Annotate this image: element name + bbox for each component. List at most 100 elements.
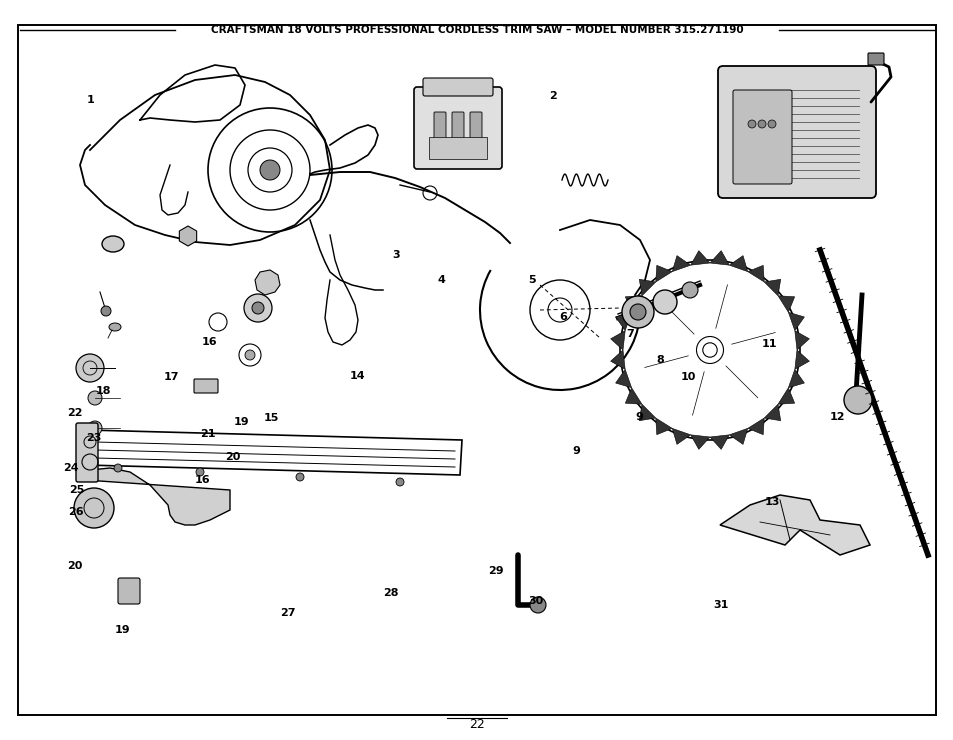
Text: 26: 26 <box>69 507 84 517</box>
Polygon shape <box>85 468 230 525</box>
Circle shape <box>88 421 102 435</box>
FancyBboxPatch shape <box>193 379 218 393</box>
Circle shape <box>681 282 698 298</box>
Text: 4: 4 <box>437 275 445 285</box>
Text: 3: 3 <box>392 250 399 260</box>
Text: 22: 22 <box>469 719 484 732</box>
Polygon shape <box>672 428 690 445</box>
Text: 20: 20 <box>67 561 82 571</box>
Text: 31: 31 <box>713 600 728 610</box>
Polygon shape <box>763 279 780 296</box>
Polygon shape <box>615 312 631 331</box>
Polygon shape <box>655 266 672 282</box>
Text: 9: 9 <box>635 411 642 422</box>
Polygon shape <box>747 418 763 434</box>
Circle shape <box>260 160 280 180</box>
Text: 1: 1 <box>87 95 94 105</box>
Circle shape <box>252 302 264 314</box>
Polygon shape <box>763 404 780 421</box>
FancyBboxPatch shape <box>732 90 791 184</box>
Text: 19: 19 <box>114 625 130 636</box>
Ellipse shape <box>102 236 124 252</box>
Circle shape <box>652 290 677 314</box>
Circle shape <box>113 464 122 472</box>
Circle shape <box>195 468 204 476</box>
Text: 5: 5 <box>528 275 536 285</box>
FancyBboxPatch shape <box>718 66 875 198</box>
Polygon shape <box>639 279 655 296</box>
Text: 21: 21 <box>200 429 215 440</box>
Text: 2: 2 <box>549 91 557 101</box>
Circle shape <box>767 120 775 128</box>
Text: 6: 6 <box>558 312 566 322</box>
Polygon shape <box>787 369 803 388</box>
Circle shape <box>88 391 102 405</box>
Text: 15: 15 <box>263 413 278 423</box>
Circle shape <box>621 296 654 328</box>
Polygon shape <box>615 369 631 388</box>
Text: 11: 11 <box>761 339 777 349</box>
Circle shape <box>758 120 765 128</box>
Circle shape <box>74 488 113 528</box>
Text: 28: 28 <box>383 588 398 599</box>
Ellipse shape <box>109 323 121 331</box>
Polygon shape <box>720 495 869 555</box>
Text: 23: 23 <box>86 433 101 443</box>
Polygon shape <box>709 435 729 449</box>
Circle shape <box>530 597 545 613</box>
FancyBboxPatch shape <box>76 423 98 482</box>
FancyBboxPatch shape <box>429 137 486 159</box>
Text: 7: 7 <box>625 329 633 340</box>
Text: 12: 12 <box>829 411 844 422</box>
Text: 19: 19 <box>233 417 249 427</box>
Circle shape <box>702 343 717 357</box>
Circle shape <box>629 304 645 320</box>
FancyBboxPatch shape <box>452 112 463 149</box>
Polygon shape <box>690 251 709 265</box>
FancyBboxPatch shape <box>422 78 493 96</box>
Text: 16: 16 <box>202 337 217 347</box>
Polygon shape <box>690 435 709 449</box>
Polygon shape <box>729 255 747 272</box>
Text: 29: 29 <box>488 566 503 576</box>
Text: 16: 16 <box>194 474 210 485</box>
Polygon shape <box>624 388 641 404</box>
Text: 25: 25 <box>69 485 84 495</box>
Circle shape <box>295 473 304 481</box>
Circle shape <box>245 350 254 360</box>
Polygon shape <box>778 388 794 404</box>
FancyBboxPatch shape <box>470 112 481 149</box>
Text: 8: 8 <box>656 355 663 366</box>
Circle shape <box>244 294 272 322</box>
Text: 9: 9 <box>572 446 579 457</box>
Polygon shape <box>747 266 763 282</box>
Circle shape <box>101 306 111 316</box>
Polygon shape <box>610 350 624 369</box>
Polygon shape <box>794 331 808 350</box>
Polygon shape <box>709 251 729 265</box>
Text: 24: 24 <box>63 462 78 473</box>
FancyBboxPatch shape <box>867 53 883 65</box>
Circle shape <box>843 386 871 414</box>
FancyBboxPatch shape <box>434 112 446 149</box>
Text: 17: 17 <box>164 372 179 383</box>
Polygon shape <box>672 255 690 272</box>
Polygon shape <box>787 312 803 331</box>
Text: 22: 22 <box>67 408 82 418</box>
Text: 20: 20 <box>225 452 240 462</box>
Polygon shape <box>729 428 747 445</box>
FancyBboxPatch shape <box>118 578 140 604</box>
FancyBboxPatch shape <box>414 87 501 169</box>
Text: 27: 27 <box>280 608 295 618</box>
Text: 13: 13 <box>764 497 780 507</box>
Text: 14: 14 <box>350 371 365 381</box>
Polygon shape <box>655 418 672 434</box>
Text: 10: 10 <box>680 372 696 383</box>
Text: 18: 18 <box>95 386 111 396</box>
Polygon shape <box>254 270 280 295</box>
Polygon shape <box>610 331 624 350</box>
Circle shape <box>395 478 403 486</box>
Polygon shape <box>639 404 655 421</box>
Circle shape <box>747 120 755 128</box>
Polygon shape <box>624 296 641 312</box>
